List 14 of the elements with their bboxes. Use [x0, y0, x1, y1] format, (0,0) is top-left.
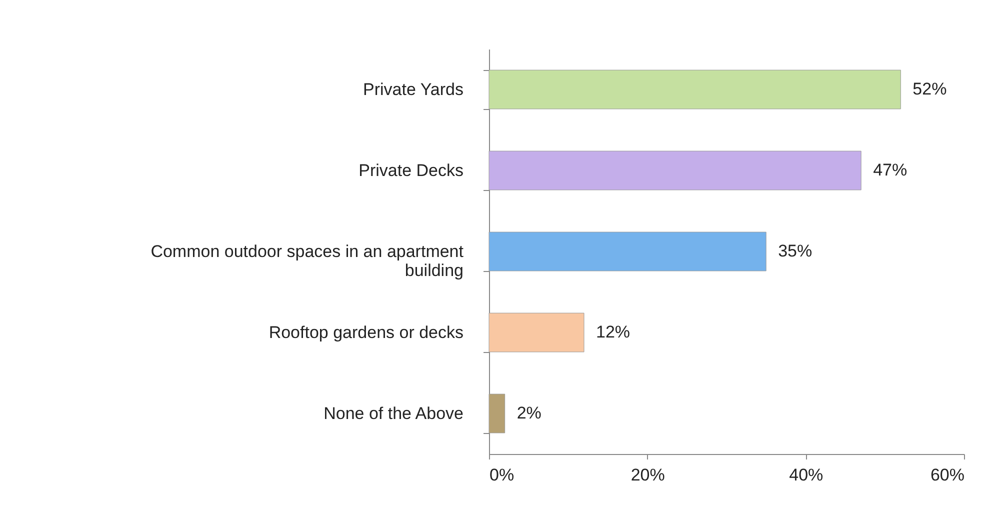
- y-tick-label: Rooftop gardens or decks: [268, 323, 464, 342]
- x-tick-label: 20%: [630, 466, 665, 484]
- y-tick-label: Common outdoor spaces in an apartment building: [150, 242, 464, 280]
- data-label: 47%: [873, 160, 908, 180]
- x-tick-label: 0%: [490, 466, 514, 484]
- y-tick-label: None of the Above: [324, 404, 464, 423]
- y-tick-label: Private Decks: [358, 161, 464, 180]
- data-label: 2%: [516, 404, 542, 422]
- data-label: 52%: [912, 80, 947, 98]
- y-tick-label: Private Yards: [363, 80, 464, 99]
- data-label: 35%: [778, 242, 812, 260]
- data-label: 12%: [596, 322, 630, 342]
- x-tick-label: 40%: [789, 466, 824, 484]
- x-tick-label: 60%: [930, 466, 964, 484]
